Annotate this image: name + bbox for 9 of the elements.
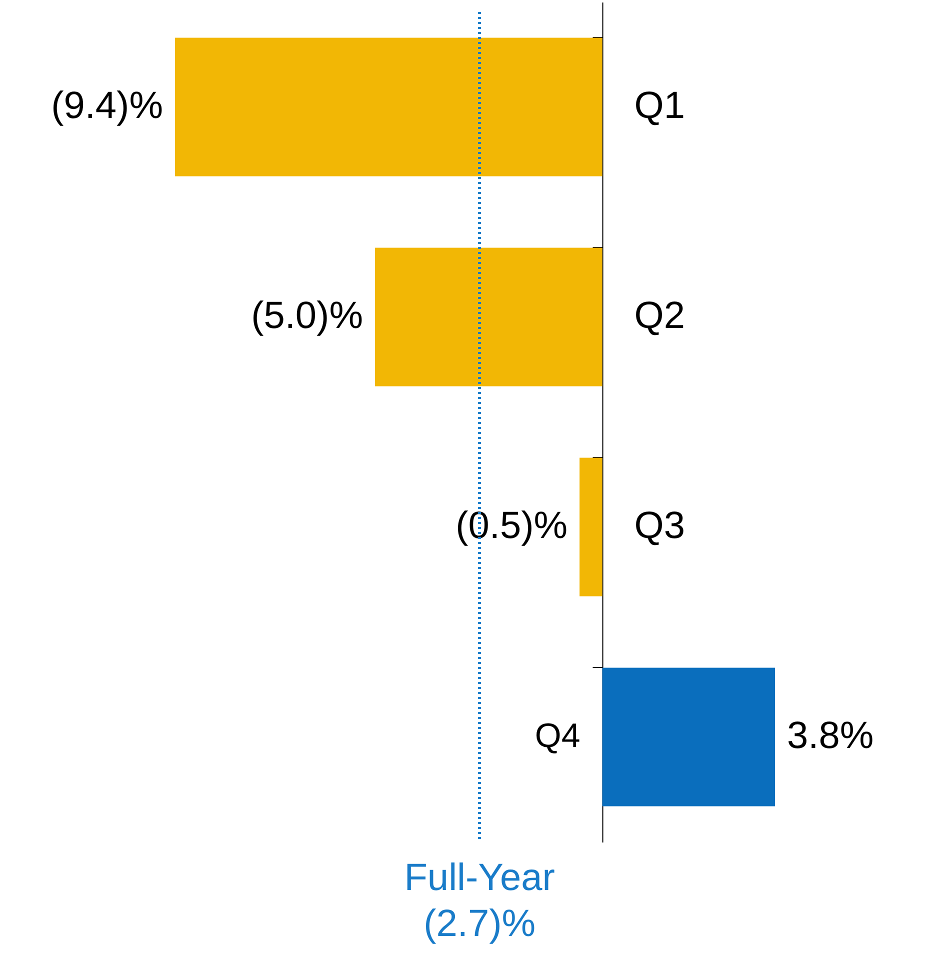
y-tick-label: Q1 [634,85,685,127]
data-label: 3.8% [787,715,874,757]
data-label: (0.5)% [456,505,568,547]
data-label: (9.4)% [51,85,163,127]
ref-line-label: Full-Year (2.7)% [404,857,556,945]
y-tick-label: Q4 [534,717,580,755]
y-tick-label: Q2 [634,295,685,337]
y-tick-label: Q3 [634,505,685,547]
data-label: (5.0)% [251,295,363,337]
